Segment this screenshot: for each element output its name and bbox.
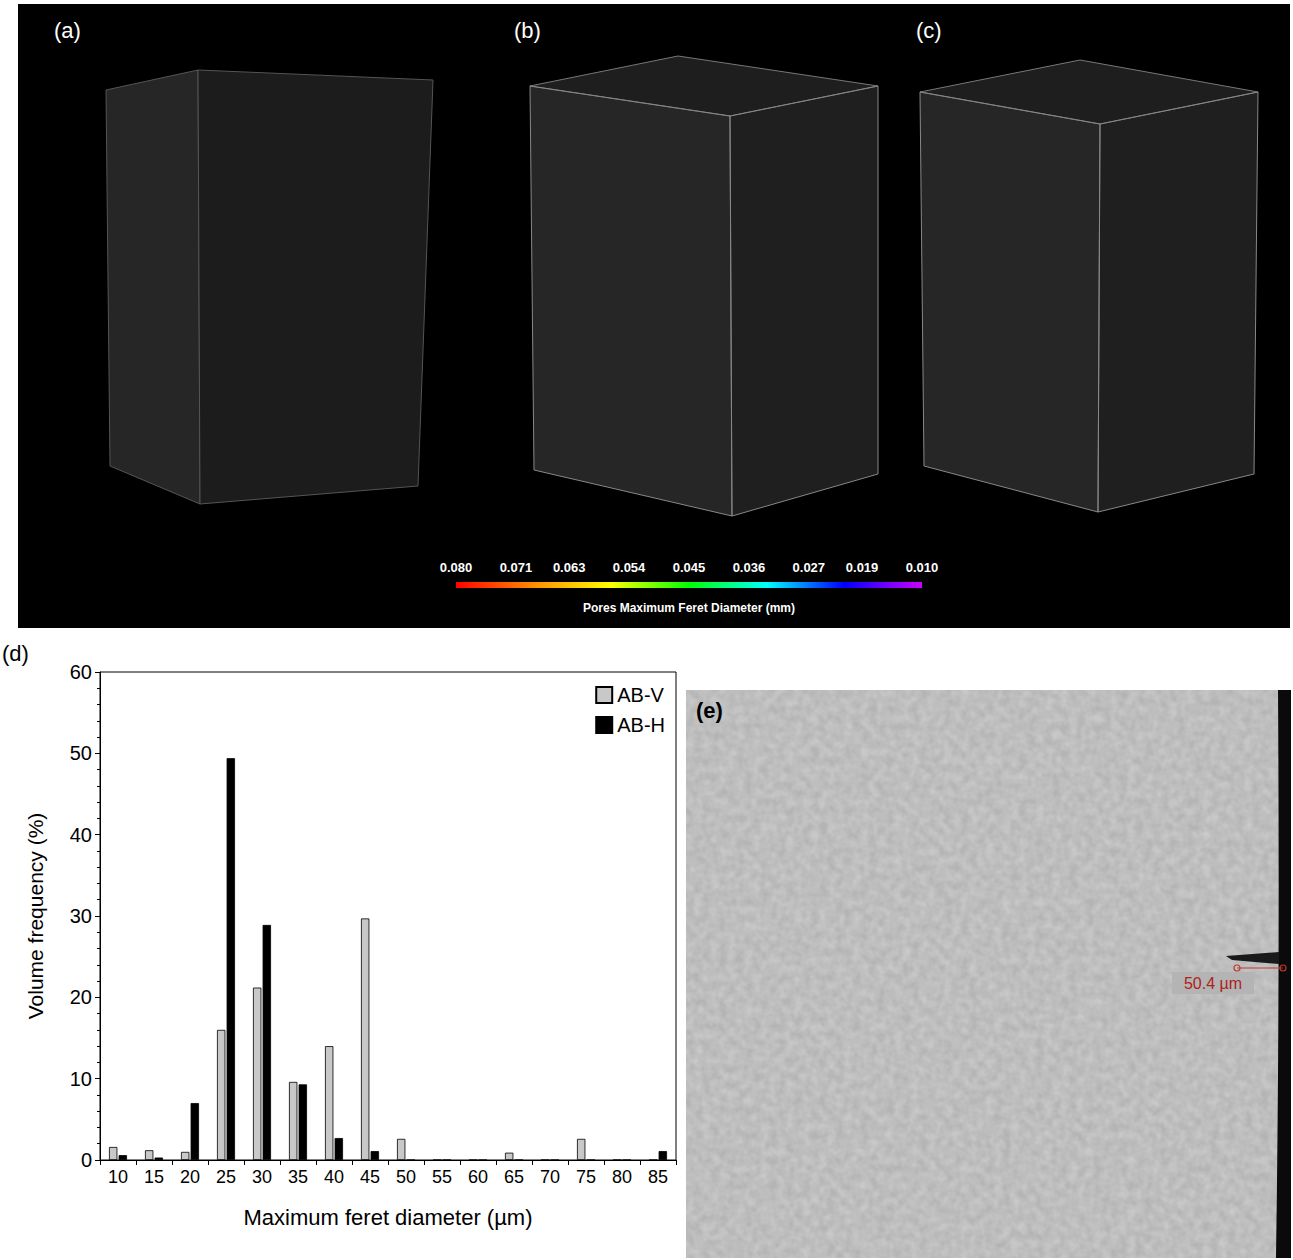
svg-text:0.019: 0.019: [846, 560, 879, 575]
svg-text:40: 40: [324, 1167, 344, 1187]
svg-text:50: 50: [396, 1167, 416, 1187]
svg-text:10: 10: [108, 1167, 128, 1187]
svg-text:0.036: 0.036: [733, 560, 766, 575]
svg-text:(a): (a): [54, 18, 81, 43]
svg-text:85: 85: [648, 1167, 668, 1187]
svg-text:50: 50: [70, 742, 92, 764]
svg-text:Volume frequency (%): Volume frequency (%): [24, 813, 47, 1020]
svg-text:(e): (e): [696, 698, 723, 723]
svg-text:0.010: 0.010: [906, 560, 939, 575]
svg-text:Pores Maximum Feret Diameter (: Pores Maximum Feret Diameter (mm): [583, 601, 795, 615]
svg-text:25: 25: [216, 1167, 236, 1187]
svg-text:60: 60: [468, 1167, 488, 1187]
svg-text:0.054: 0.054: [613, 560, 646, 575]
svg-text:60: 60: [70, 661, 92, 683]
svg-text:0.063: 0.063: [553, 560, 586, 575]
svg-text:0.027: 0.027: [793, 560, 826, 575]
svg-text:0.071: 0.071: [500, 560, 533, 575]
svg-text:AB-H: AB-H: [617, 714, 665, 736]
svg-text:45: 45: [360, 1167, 380, 1187]
svg-text:20: 20: [70, 986, 92, 1008]
svg-text:AB-V: AB-V: [617, 684, 664, 706]
svg-text:30: 30: [252, 1167, 272, 1187]
svg-text:30: 30: [70, 905, 92, 927]
svg-text:(c): (c): [916, 18, 942, 43]
svg-text:Maximum feret diameter (µm): Maximum feret diameter (µm): [244, 1205, 533, 1230]
svg-text:0.080: 0.080: [440, 560, 473, 575]
svg-text:35: 35: [288, 1167, 308, 1187]
svg-text:0.045: 0.045: [673, 560, 706, 575]
svg-text:80: 80: [612, 1167, 632, 1187]
svg-text:10: 10: [70, 1068, 92, 1090]
svg-text:75: 75: [576, 1167, 596, 1187]
svg-text:20: 20: [180, 1167, 200, 1187]
svg-text:(d): (d): [2, 641, 29, 666]
svg-text:(b): (b): [514, 18, 541, 43]
svg-text:70: 70: [540, 1167, 560, 1187]
svg-text:15: 15: [144, 1167, 164, 1187]
svg-text:55: 55: [432, 1167, 452, 1187]
svg-text:40: 40: [70, 824, 92, 846]
svg-text:50.4 µm: 50.4 µm: [1184, 975, 1242, 992]
svg-text:65: 65: [504, 1167, 524, 1187]
svg-text:0: 0: [81, 1149, 92, 1171]
